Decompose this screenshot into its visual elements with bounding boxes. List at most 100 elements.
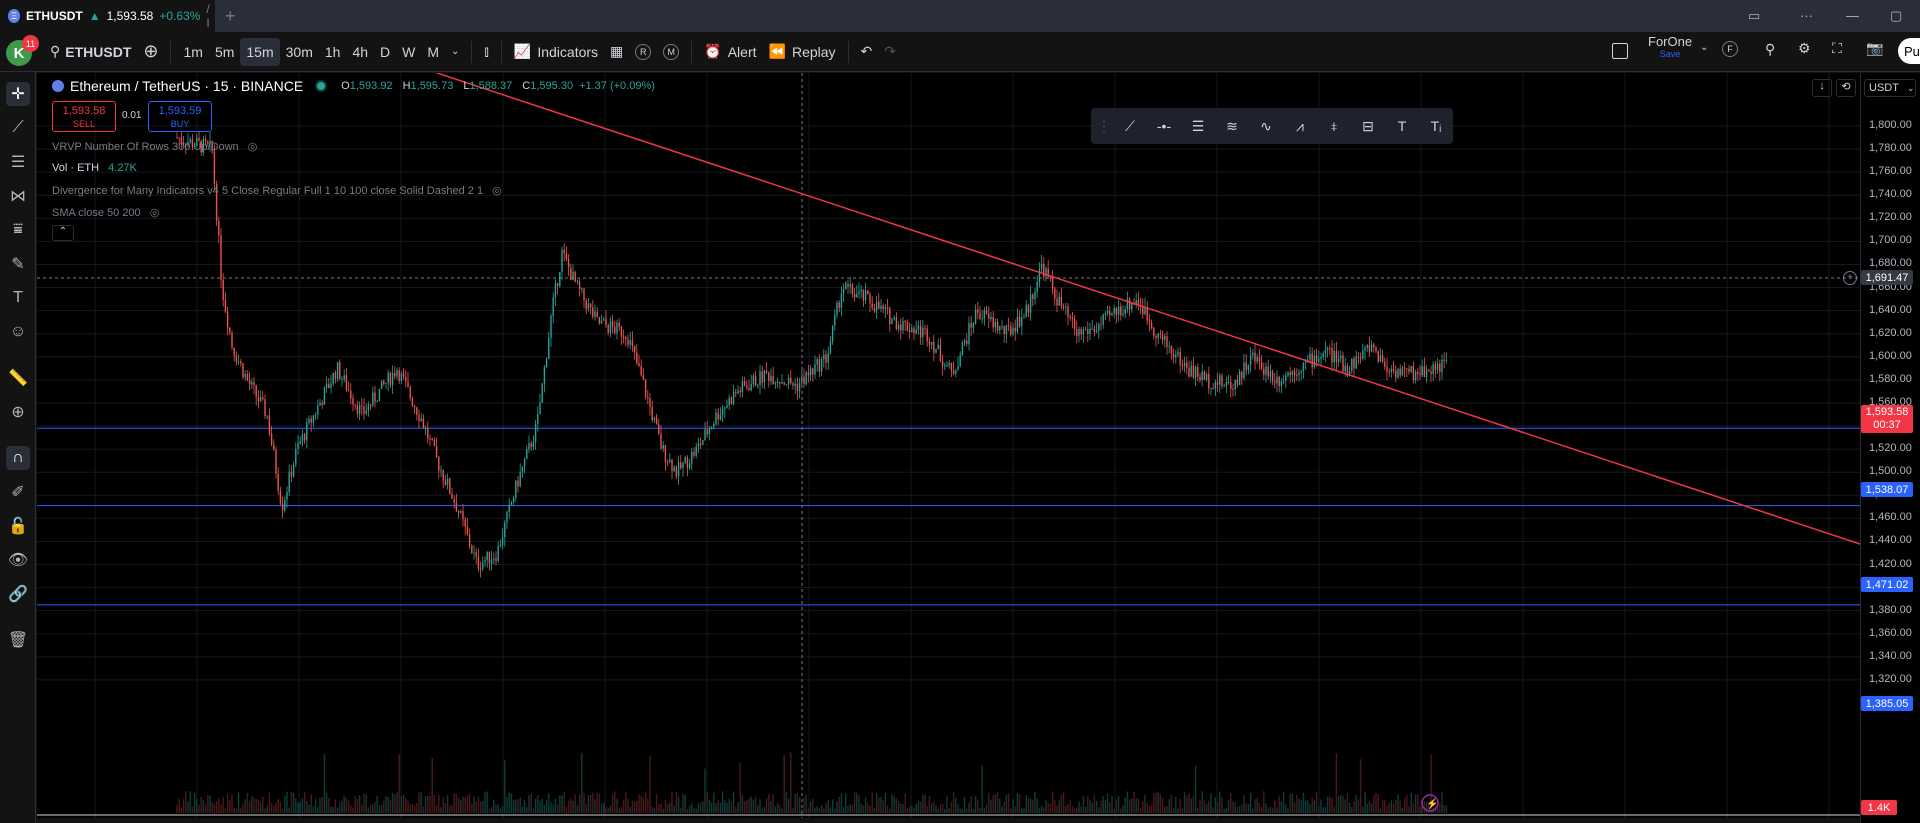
layout-toggle-icon[interactable]: [1612, 38, 1628, 62]
interval-w[interactable]: W: [402, 43, 416, 60]
interval-15m[interactable]: 15m: [240, 37, 280, 66]
emoji-icon[interactable]: ☺: [9, 323, 27, 340]
buy-button[interactable]: 1,593.59 BUY: [148, 101, 212, 132]
volume-bar: [1104, 799, 1107, 813]
long-position-icon[interactable]: ⊟: [1362, 117, 1374, 134]
camera-icon[interactable]: 📷: [1866, 40, 1884, 56]
interval-1m[interactable]: 1m: [183, 43, 203, 60]
more-icon[interactable]: ···: [1800, 8, 1813, 23]
f-badge[interactable]: F: [1722, 41, 1738, 57]
interval-m[interactable]: M: [427, 43, 440, 60]
pitchfork-icon[interactable]: ☰: [1191, 117, 1205, 134]
sell-button[interactable]: 1,593.58 SELL: [52, 101, 116, 132]
wave-icon[interactable]: ∿: [1260, 117, 1272, 134]
hidden-eye-icon[interactable]: ◎: [492, 185, 502, 197]
indicator-sma[interactable]: SMA close 50 200 ◎: [52, 207, 160, 219]
candle-body: [1388, 371, 1390, 373]
crosshair-icon[interactable]: ✛: [6, 82, 30, 106]
volume-bar: [1157, 792, 1159, 813]
interval-1h[interactable]: 1h: [324, 43, 341, 60]
sync-icon[interactable]: ⟲: [1836, 79, 1856, 97]
text-size-icon[interactable]: Tᵢ: [1430, 118, 1442, 134]
m-badge[interactable]: M: [657, 38, 685, 66]
trend-line[interactable]: [407, 73, 1860, 545]
candle-body: [1120, 306, 1122, 316]
title-bar: Ξ ETHUSDT ▲ 1,593.58 +0.63% / I + ▭ ··· …: [0, 0, 1920, 32]
abc-wave-icon[interactable]: ⩘: [1296, 117, 1304, 134]
candle-type-icon[interactable]: ⫾: [484, 43, 489, 59]
drag-handle-icon[interactable]: ⋮: [1097, 117, 1111, 134]
fullscreen-icon[interactable]: ⛶: [1832, 40, 1842, 56]
scroll-down-icon[interactable]: ↓: [1812, 79, 1832, 97]
templates-icon[interactable]: ▦: [610, 43, 624, 59]
minimize-icon[interactable]: —: [1846, 8, 1859, 23]
new-tab-icon[interactable]: +: [225, 6, 236, 26]
maximize-icon[interactable]: ▢: [1890, 8, 1903, 23]
interval-d[interactable]: D: [380, 43, 391, 60]
symbol-search[interactable]: ⚲ ETHUSDT: [44, 38, 137, 66]
horizontal-levels[interactable]: [37, 427, 1860, 606]
text-icon[interactable]: T: [13, 289, 23, 306]
replay-button[interactable]: ⏪ Replay: [763, 38, 842, 66]
chart-canvas[interactable]: ⚡: [37, 73, 1860, 818]
collapse-legend-icon[interactable]: ⌃: [52, 225, 74, 241]
browser-tab[interactable]: Ξ ETHUSDT ▲ 1,593.58 +0.63% / I: [0, 0, 215, 32]
volume-bar: [682, 793, 684, 813]
chevron-down-icon[interactable]: ⌄: [451, 46, 460, 57]
trend-line-icon[interactable]: ⟋: [12, 119, 24, 136]
interval-30m[interactable]: 30m: [285, 43, 313, 60]
volume-bar: [1285, 804, 1287, 813]
volume-bar: [1381, 800, 1384, 813]
add-level-icon[interactable]: +: [1843, 271, 1857, 285]
r-badge[interactable]: R: [629, 38, 657, 66]
horizontal-ray-icon[interactable]: -•-: [1156, 118, 1172, 134]
candle-body: [968, 323, 970, 344]
settings-gear-icon[interactable]: ⚙: [1798, 40, 1811, 56]
indicator-vrvp[interactable]: VRVP Number Of Rows 300 Up/Down ◎: [52, 141, 258, 153]
channel-icon[interactable]: ⧧: [1330, 117, 1338, 134]
eye-icon[interactable]: 👁: [7, 552, 29, 569]
pattern-icon[interactable]: ⋈: [10, 188, 26, 205]
currency-select[interactable]: USDT ⌄: [1864, 79, 1916, 97]
layout-name[interactable]: ForOne Save: [1648, 34, 1692, 59]
trash-icon[interactable]: 🗑: [7, 632, 29, 649]
level-label-1[interactable]: 1,538.07: [1861, 482, 1913, 497]
price-chart[interactable]: ⚡: [37, 73, 1860, 818]
ruler-icon[interactable]: 📏: [8, 370, 28, 387]
compare-add-icon[interactable]: ⊕: [143, 41, 159, 61]
hidden-eye-icon[interactable]: ◎: [247, 141, 258, 153]
fib-channel-icon[interactable]: ≋: [1226, 117, 1238, 134]
indicator-divergence[interactable]: Divergence for Many Indicators v4 5 Clos…: [52, 185, 502, 197]
candle-body: [792, 383, 794, 386]
quick-search-icon[interactable]: ⚲: [1765, 41, 1776, 57]
level-label-2[interactable]: 1,471.02: [1861, 577, 1913, 592]
link-icon[interactable]: 🔗: [8, 586, 28, 603]
zoom-icon[interactable]: ⊕: [11, 404, 25, 421]
candle-body: [1342, 355, 1344, 372]
interval-5m[interactable]: 5m: [214, 43, 235, 60]
candle-body: [1282, 380, 1285, 382]
lightning-icon[interactable]: [1421, 794, 1439, 812]
fib-icon[interactable]: ☰: [10, 154, 26, 171]
replay-icon: ⏪: [768, 43, 786, 59]
redo-icon[interactable]: ↷: [884, 43, 897, 59]
interval-4h[interactable]: 4h: [352, 43, 369, 60]
publish-button[interactable]: Pu: [1898, 38, 1920, 64]
undo-icon[interactable]: ↶: [860, 43, 873, 59]
level-label-3[interactable]: 1,385.05: [1861, 696, 1913, 711]
chart-title[interactable]: Ethereum / TetherUS · 15 · BINANCE: [70, 78, 304, 94]
brush-icon[interactable]: ✎: [11, 256, 25, 273]
lock-drawing-icon[interactable]: ✐: [11, 484, 25, 501]
alert-button[interactable]: ⏰ Alert: [698, 38, 762, 66]
indicator-volume[interactable]: Vol · ETH 4.27K: [52, 162, 137, 174]
tabs-overview-icon[interactable]: ▭: [1748, 8, 1761, 23]
lock-icon[interactable]: 🔓: [8, 518, 28, 535]
line-icon[interactable]: ⟋: [1125, 117, 1135, 134]
magnet-icon[interactable]: ∩: [6, 446, 30, 470]
chevron-down-icon[interactable]: ⌄: [1700, 42, 1709, 53]
indicators-button[interactable]: 📈 Indicators: [508, 38, 604, 66]
candle-body: [759, 371, 761, 385]
projection-icon[interactable]: ⩸: [13, 221, 23, 238]
hidden-eye-icon[interactable]: ◎: [149, 207, 160, 219]
text-tool-icon[interactable]: T: [1397, 118, 1407, 134]
